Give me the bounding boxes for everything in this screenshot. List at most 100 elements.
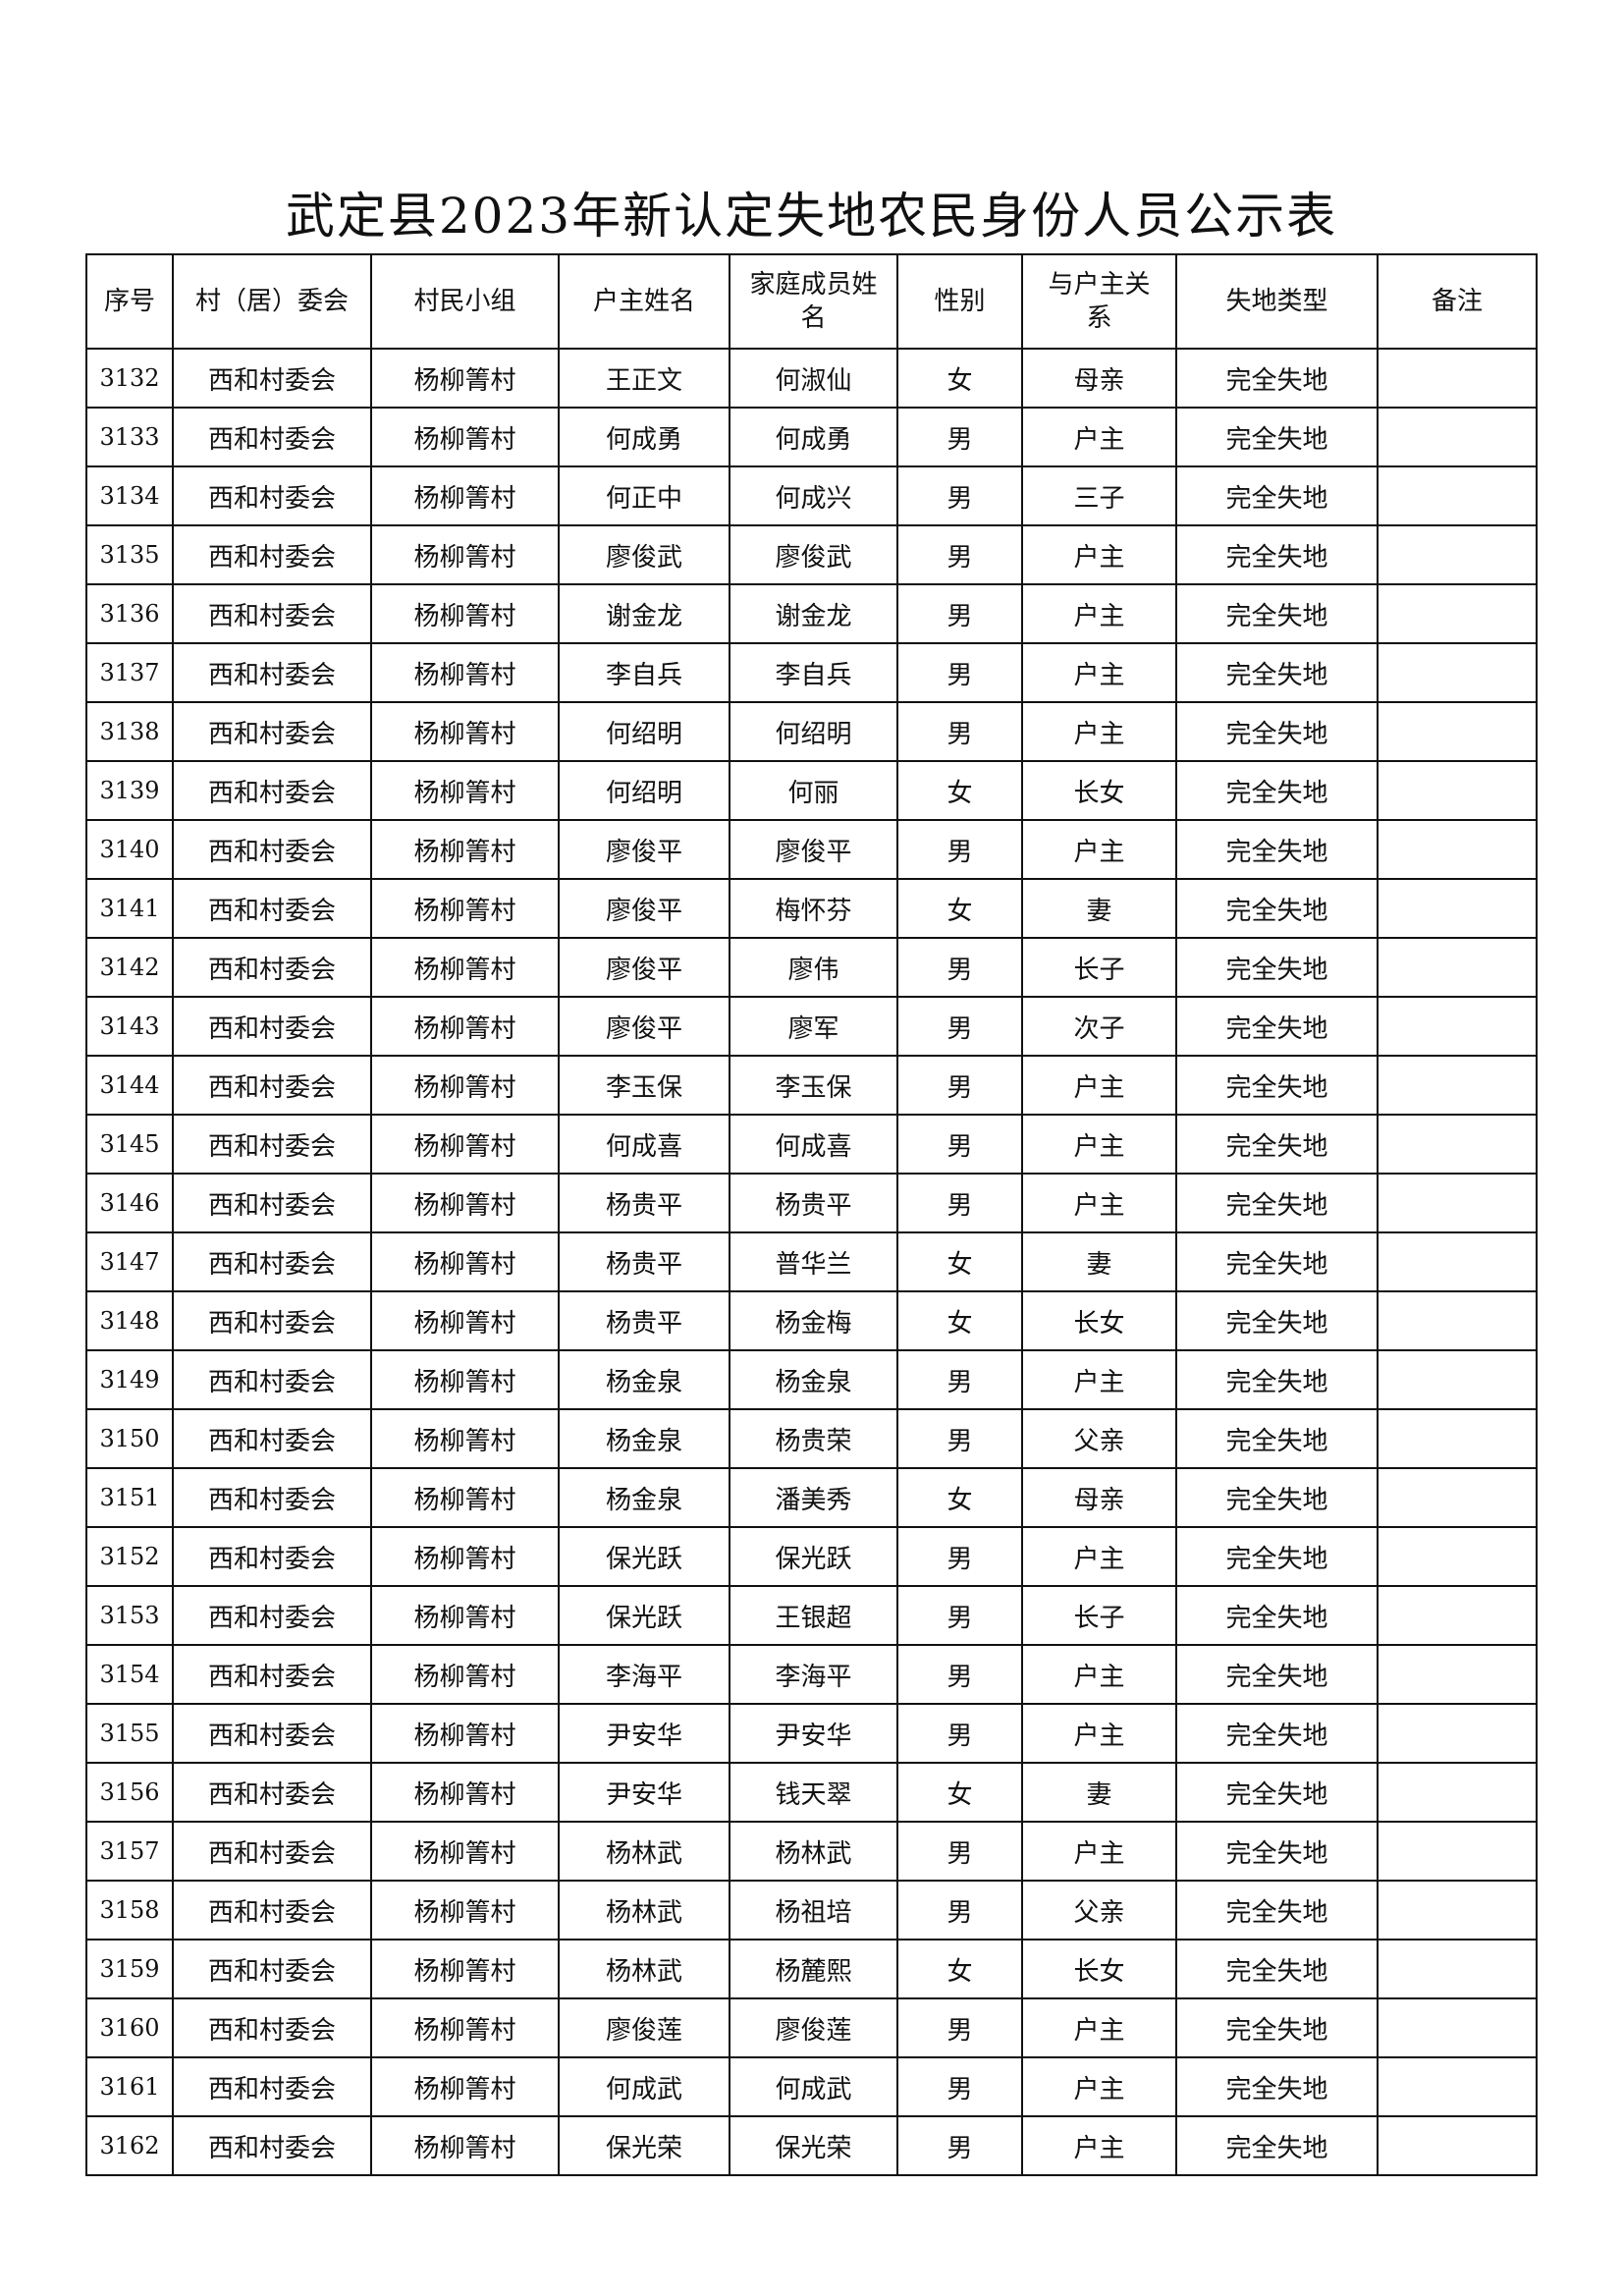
cell-village-committee: 西和村委会 (172, 1821, 372, 1882)
cell-land-loss-type: 完全失地 (1175, 819, 1379, 880)
cell-remarks (1377, 1290, 1538, 1351)
table-row: 3148 西和村委会 杨柳箐村 杨贵平 杨金梅女长女 完全失地 (85, 1290, 1538, 1351)
cell-householder: 杨林武 (558, 1939, 730, 1999)
cell-relation: 户主 (1021, 1526, 1177, 1587)
cell-index: 3158 (85, 1880, 174, 1941)
cell-village-group: 杨柳箐村 (370, 1173, 560, 1233)
header-row: 序号 村（居）委会 村民小组 户主姓名 家庭成员姓名 性别 与户主关系 失地类型 备注 (85, 253, 1538, 350)
cell-gender: 男 (896, 465, 1023, 526)
cell-relation: 父亲 (1021, 1408, 1177, 1469)
cell-householder: 杨贵平 (558, 1231, 730, 1292)
cell-village-committee: 西和村委会 (172, 642, 372, 703)
cell-land-loss-type: 完全失地 (1175, 1526, 1379, 1587)
cell-remarks (1377, 819, 1538, 880)
cell-village-committee: 西和村委会 (172, 1055, 372, 1116)
table-row: 3155 西和村委会 杨柳箐村 尹安华 尹安华男户主 完全失地 (85, 1703, 1538, 1764)
cell-village-committee: 西和村委会 (172, 1585, 372, 1646)
cell-village-group: 杨柳箐村 (370, 1526, 560, 1587)
cell-remarks (1377, 760, 1538, 821)
cell-gender: 男 (896, 1349, 1023, 1410)
cell-family-member: 尹安华 (729, 1703, 898, 1764)
cell-relation: 户主 (1021, 1173, 1177, 1233)
cell-remarks (1377, 1231, 1538, 1292)
cell-remarks (1377, 1821, 1538, 1882)
cell-family-member: 何绍明 (729, 701, 898, 762)
cell-gender: 男 (896, 1997, 1023, 2058)
cell-gender: 男 (896, 1880, 1023, 1941)
cell-village-group: 杨柳箐村 (370, 878, 560, 939)
table-row: 3133 西和村委会 杨柳箐村 何成勇 何成勇男户主 完全失地 (85, 407, 1538, 467)
table-row: 3150 西和村委会 杨柳箐村 杨金泉 杨贵荣男父亲 完全失地 (85, 1408, 1538, 1469)
cell-land-loss-type: 完全失地 (1175, 407, 1379, 467)
table-row: 3140 西和村委会 杨柳箐村 廖俊平 廖俊平男户主 完全失地 (85, 819, 1538, 880)
cell-village-committee: 西和村委会 (172, 465, 372, 526)
table-row: 3156 西和村委会 杨柳箐村 尹安华 钱天翠女妻完全失地 (85, 1762, 1538, 1823)
cell-land-loss-type: 完全失地 (1175, 1762, 1379, 1823)
table-row: 3157 西和村委会 杨柳箐村 杨林武 杨林武男户主 完全失地 (85, 1821, 1538, 1882)
header-col-householder: 户主姓名 (558, 253, 730, 350)
cell-gender: 男 (896, 937, 1023, 998)
cell-index: 3154 (85, 1644, 174, 1705)
table-row: 3149 西和村委会 杨柳箐村 杨金泉 杨金泉男户主 完全失地 (85, 1349, 1538, 1410)
roster-table: 序号 村（居）委会 村民小组 户主姓名 家庭成员姓名 性别 与户主关系 失地类型 备注 3132… (85, 253, 1538, 2176)
cell-gender: 女 (896, 878, 1023, 939)
cell-index: 3156 (85, 1762, 174, 1823)
cell-index: 3138 (85, 701, 174, 762)
cell-village-committee: 西和村委会 (172, 1408, 372, 1469)
cell-remarks (1377, 1114, 1538, 1175)
cell-land-loss-type: 完全失地 (1175, 583, 1379, 644)
table-row: 3132 西和村委会 杨柳箐村 王正文 何淑仙女母亲 完全失地 (85, 348, 1538, 409)
cell-remarks (1377, 1585, 1538, 1646)
cell-index: 3144 (85, 1055, 174, 1116)
cell-remarks (1377, 1703, 1538, 1764)
cell-village-group: 杨柳箐村 (370, 642, 560, 703)
cell-relation: 妻 (1021, 1231, 1177, 1292)
cell-householder: 保光荣 (558, 2115, 730, 2176)
cell-householder: 杨金泉 (558, 1467, 730, 1528)
cell-village-committee: 西和村委会 (172, 1939, 372, 1999)
cell-relation: 户主 (1021, 701, 1177, 762)
table-row: 3161 西和村委会 杨柳箐村 何成武 何成武男户主 完全失地 (85, 2056, 1538, 2117)
header-col-land-loss-type: 失地类型 (1175, 253, 1379, 350)
cell-relation: 户主 (1021, 1821, 1177, 1882)
cell-index: 3149 (85, 1349, 174, 1410)
cell-relation: 长女 (1021, 760, 1177, 821)
cell-village-committee: 西和村委会 (172, 878, 372, 939)
cell-remarks (1377, 2115, 1538, 2176)
cell-gender: 男 (896, 524, 1023, 585)
cell-land-loss-type: 完全失地 (1175, 701, 1379, 762)
cell-relation: 母亲 (1021, 1467, 1177, 1528)
cell-village-committee: 西和村委会 (172, 1644, 372, 1705)
cell-index: 3148 (85, 1290, 174, 1351)
cell-gender: 男 (896, 1055, 1023, 1116)
cell-village-group: 杨柳箐村 (370, 2056, 560, 2117)
cell-householder: 保光跃 (558, 1526, 730, 1587)
cell-land-loss-type: 完全失地 (1175, 1939, 1379, 1999)
cell-family-member: 杨贵荣 (729, 1408, 898, 1469)
cell-householder: 谢金龙 (558, 583, 730, 644)
cell-village-group: 杨柳箐村 (370, 1703, 560, 1764)
cell-land-loss-type: 完全失地 (1175, 1821, 1379, 1882)
cell-land-loss-type: 完全失地 (1175, 1349, 1379, 1410)
table-row: 3152 西和村委会 杨柳箐村 保光跃 保光跃男户主 完全失地 (85, 1526, 1538, 1587)
cell-remarks (1377, 1762, 1538, 1823)
cell-relation: 户主 (1021, 1997, 1177, 2058)
cell-householder: 杨林武 (558, 1880, 730, 1941)
cell-village-committee: 西和村委会 (172, 1173, 372, 1233)
cell-householder: 何成喜 (558, 1114, 730, 1175)
cell-village-committee: 西和村委会 (172, 2056, 372, 2117)
cell-family-member: 普华兰 (729, 1231, 898, 1292)
cell-village-committee: 西和村委会 (172, 1231, 372, 1292)
cell-village-group: 杨柳箐村 (370, 524, 560, 585)
cell-land-loss-type: 完全失地 (1175, 642, 1379, 703)
cell-householder: 李玉保 (558, 1055, 730, 1116)
cell-village-committee: 西和村委会 (172, 1467, 372, 1528)
table-row: 3138 西和村委会 杨柳箐村 何绍明 何绍明男户主 完全失地 (85, 701, 1538, 762)
cell-householder: 廖俊莲 (558, 1997, 730, 2058)
table-row: 3135 西和村委会 杨柳箐村 廖俊武 廖俊武男户主 完全失地 (85, 524, 1538, 585)
cell-householder: 李自兵 (558, 642, 730, 703)
cell-gender: 男 (896, 2056, 1023, 2117)
cell-remarks (1377, 1349, 1538, 1410)
cell-village-group: 杨柳箐村 (370, 760, 560, 821)
cell-relation: 妻 (1021, 878, 1177, 939)
